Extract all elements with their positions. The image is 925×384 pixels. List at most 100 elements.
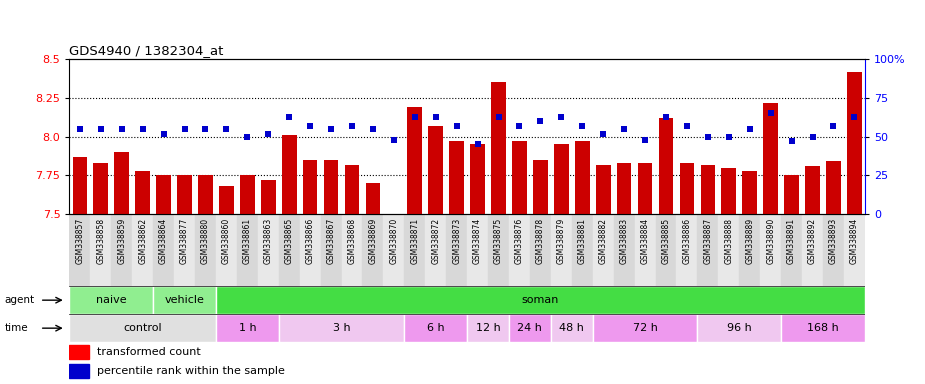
Text: GSM338859: GSM338859 — [117, 218, 126, 264]
Bar — [198, 175, 213, 214]
Text: GSM338875: GSM338875 — [494, 218, 503, 264]
Bar — [69, 345, 89, 359]
Bar — [302, 160, 317, 214]
Text: 48 h: 48 h — [560, 323, 585, 333]
Bar — [156, 175, 171, 214]
Bar — [596, 165, 611, 214]
Text: 24 h: 24 h — [517, 323, 542, 333]
Text: control: control — [123, 323, 162, 333]
Text: GSM338871: GSM338871 — [411, 218, 419, 264]
Text: GSM338864: GSM338864 — [159, 218, 168, 264]
Bar — [530, 214, 551, 286]
Bar — [784, 175, 799, 214]
Bar — [509, 214, 530, 286]
Bar — [739, 214, 760, 286]
Bar — [178, 175, 191, 214]
Text: GSM338884: GSM338884 — [641, 218, 649, 264]
Bar — [575, 141, 589, 214]
Bar — [69, 286, 154, 314]
Bar — [680, 163, 695, 214]
Text: GSM338893: GSM338893 — [829, 218, 838, 264]
Bar — [219, 186, 234, 214]
Text: 6 h: 6 h — [427, 323, 445, 333]
Bar — [763, 103, 778, 214]
Bar — [844, 214, 865, 286]
Text: GSM338860: GSM338860 — [222, 218, 231, 264]
Bar — [237, 214, 258, 286]
Text: naive: naive — [96, 295, 127, 305]
Text: GSM338873: GSM338873 — [452, 218, 462, 264]
Text: GSM338886: GSM338886 — [683, 218, 691, 264]
Bar — [551, 314, 593, 342]
Bar — [760, 214, 781, 286]
Bar — [700, 165, 715, 214]
Bar — [115, 152, 129, 214]
Text: GSM338877: GSM338877 — [180, 218, 189, 264]
Text: 12 h: 12 h — [475, 323, 500, 333]
Bar — [613, 214, 635, 286]
Text: GSM338866: GSM338866 — [305, 218, 314, 264]
Bar — [826, 161, 841, 214]
Bar — [450, 141, 464, 214]
Text: GSM338857: GSM338857 — [75, 218, 84, 264]
Text: GSM338880: GSM338880 — [201, 218, 210, 264]
Bar — [617, 163, 632, 214]
Text: GSM338858: GSM338858 — [96, 218, 105, 264]
Bar — [572, 214, 593, 286]
Text: GSM338870: GSM338870 — [389, 218, 399, 264]
Bar — [216, 314, 278, 342]
Bar — [488, 214, 509, 286]
Text: GSM338861: GSM338861 — [243, 218, 252, 264]
Bar — [593, 214, 613, 286]
Text: GSM338881: GSM338881 — [578, 218, 586, 264]
Bar — [132, 214, 154, 286]
Text: GSM338889: GSM338889 — [746, 218, 754, 264]
Text: time: time — [5, 323, 29, 333]
Bar — [781, 314, 865, 342]
Bar — [69, 214, 91, 286]
Bar — [637, 163, 652, 214]
Text: GSM338892: GSM338892 — [808, 218, 817, 264]
Text: agent: agent — [5, 295, 35, 305]
Text: 72 h: 72 h — [633, 323, 658, 333]
Bar — [154, 286, 216, 314]
Bar — [195, 214, 216, 286]
Bar — [111, 214, 132, 286]
Bar — [93, 163, 108, 214]
Text: GSM338867: GSM338867 — [327, 218, 336, 264]
Bar — [551, 214, 572, 286]
Text: percentile rank within the sample: percentile rank within the sample — [97, 366, 285, 376]
Text: GSM338863: GSM338863 — [264, 218, 273, 264]
Bar — [261, 180, 276, 214]
Text: GSM338887: GSM338887 — [703, 218, 712, 264]
Text: 3 h: 3 h — [333, 323, 351, 333]
Bar — [805, 166, 820, 214]
Bar — [743, 171, 757, 214]
Bar — [659, 118, 673, 214]
Text: GSM338862: GSM338862 — [138, 218, 147, 264]
Bar — [509, 314, 551, 342]
Bar — [258, 214, 278, 286]
Text: GSM338865: GSM338865 — [285, 218, 293, 264]
Bar — [446, 214, 467, 286]
Text: GSM338874: GSM338874 — [473, 218, 482, 264]
Bar — [593, 314, 697, 342]
Text: GSM338885: GSM338885 — [661, 218, 671, 264]
Bar — [781, 214, 802, 286]
Text: GSM338894: GSM338894 — [850, 218, 859, 264]
Bar — [722, 168, 736, 214]
Text: GSM338878: GSM338878 — [536, 218, 545, 264]
Bar — [278, 214, 300, 286]
Bar — [719, 214, 739, 286]
Bar — [69, 314, 216, 342]
Bar — [823, 214, 844, 286]
Bar — [282, 135, 297, 214]
Bar — [676, 214, 697, 286]
Bar — [69, 364, 89, 378]
Bar — [467, 214, 488, 286]
Bar — [802, 214, 823, 286]
Bar — [656, 214, 676, 286]
Bar — [491, 83, 506, 214]
Text: GSM338882: GSM338882 — [598, 218, 608, 264]
Bar — [216, 286, 865, 314]
